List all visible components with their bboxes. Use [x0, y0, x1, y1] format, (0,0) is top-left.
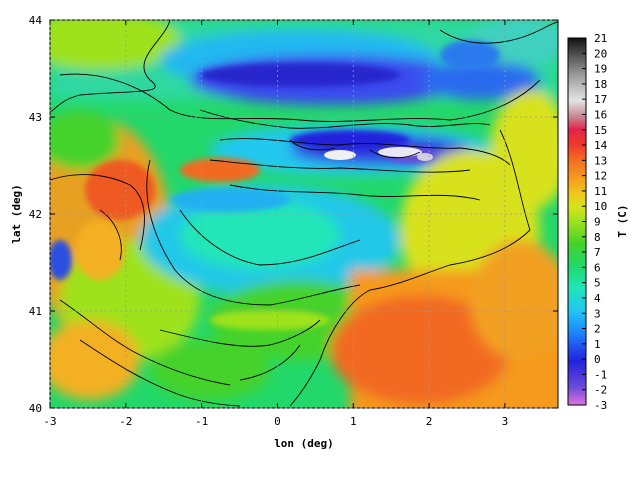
colorbar-tick-label: 21 [594, 32, 607, 45]
contour-lines [50, 20, 558, 407]
colorbar-tick-label: 14 [594, 139, 608, 152]
colorbar-tick-label: 6 [594, 261, 601, 274]
colorbar-title: T (C) [616, 204, 629, 237]
x-axis-title: lon (deg) [274, 437, 334, 450]
y-tick-label: 42 [29, 208, 42, 221]
y-tick-label: 40 [29, 402, 42, 415]
colorbar-tick-label: 20 [594, 47, 607, 60]
colorbar-tick-label: -3 [594, 399, 607, 412]
x-tick-label: -1 [195, 415, 208, 428]
colorbar-tick-label: 16 [594, 108, 607, 121]
x-tick-label: -2 [119, 415, 132, 428]
x-tick-label: 0 [274, 415, 281, 428]
y-tick-label: 41 [29, 305, 42, 318]
x-tick-label: 1 [350, 415, 357, 428]
colorbar-tick-label: 12 [594, 170, 607, 183]
colorbar-ticks [582, 37, 586, 406]
colorbar-tick-label: 3 [594, 307, 601, 320]
colorbar-tick-label: 10 [594, 200, 607, 213]
y-tick-label: 43 [29, 111, 42, 124]
pyrenees-ridge [324, 147, 433, 161]
colorbar-tick-label: 4 [594, 292, 601, 305]
colorbar-tick-label: 13 [594, 154, 607, 167]
colorbar-tick-label: 8 [594, 231, 601, 244]
temperature-field [50, 20, 558, 408]
colorbar-tick-label: 19 [594, 63, 607, 76]
colorbar-tick-label: 5 [594, 277, 601, 290]
y-tick-label: 44 [29, 14, 43, 27]
y-axis-title: lat (deg) [10, 184, 23, 244]
colorbar-tick-label: 0 [594, 353, 601, 366]
x-tick-label: -3 [43, 415, 56, 428]
colorbar-tick-label: 9 [594, 216, 601, 229]
colorbar: 2120191817161514131211109876543210-1-2-3… [567, 32, 629, 412]
colorbar-tick-label: 11 [594, 185, 607, 198]
colorbar-tick-label: 18 [594, 78, 607, 91]
colorbar-tick-label: 15 [594, 124, 607, 137]
colorbar-tick-label: -1 [594, 368, 607, 381]
x-tick-label: 3 [502, 415, 509, 428]
x-tick-label: 2 [426, 415, 433, 428]
colorbar-tick-label: 1 [594, 338, 601, 351]
colorbar-tick-label: -2 [594, 384, 607, 397]
colorbar-tick-label: 7 [594, 246, 601, 259]
colorbar-tick-label: 2 [594, 323, 601, 336]
x-tick-labels: -3 -2 -1 0 1 2 3 [43, 415, 508, 428]
colorbar-tick-label: 17 [594, 93, 607, 106]
y-tick-labels: 40 41 42 43 44 [29, 14, 43, 415]
axis-ticks [49, 19, 558, 409]
